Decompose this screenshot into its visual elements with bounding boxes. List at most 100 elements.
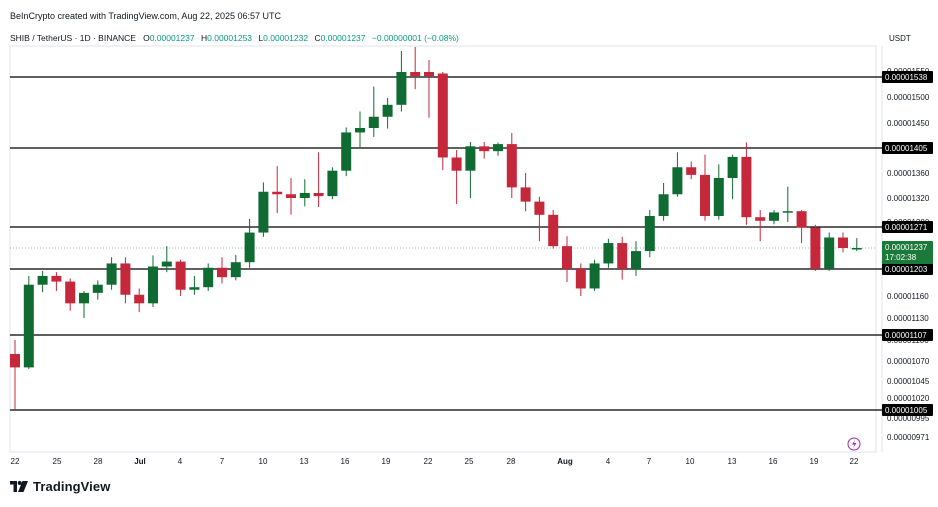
level-tag-label: 0.00001271 [885, 223, 928, 232]
y-tick-label: 0.00001045 [887, 377, 930, 386]
candle-body [782, 211, 793, 213]
currency-label[interactable]: USDT [889, 34, 911, 43]
y-tick-label: 0.00001360 [887, 169, 930, 178]
y-tick-label: 0.00000995 [887, 414, 930, 423]
candle-body [341, 132, 352, 171]
candle-body [23, 284, 34, 368]
x-tick-label: 25 [53, 457, 62, 466]
x-tick-label: 22 [11, 457, 20, 466]
candle-body [258, 191, 269, 233]
candle-body [92, 284, 103, 293]
candle-body [838, 237, 848, 248]
x-tick-label: 19 [382, 457, 391, 466]
candle-body [230, 262, 241, 278]
candle-body [769, 212, 779, 221]
candle-body [65, 281, 76, 304]
lightning-icon [852, 440, 857, 448]
candle-body [700, 174, 710, 216]
x-tick-label: 10 [259, 457, 268, 466]
high-value: 0.00001253 [207, 33, 253, 43]
candle-body [548, 214, 559, 247]
candle-body [755, 217, 766, 221]
candle-body [437, 73, 448, 158]
candle-body [189, 287, 200, 290]
candle-body [368, 116, 379, 128]
x-tick-label: Jul [134, 457, 146, 466]
level-tag [882, 71, 933, 83]
symbol-legend: SHIB / TetherUS · 1D · BINANCE O0.000012… [10, 33, 463, 43]
x-tick-label: 19 [810, 457, 819, 466]
candle-body [575, 269, 586, 289]
candlestick-chart[interactable]: 0.000015500.000015000.000014500.00001400… [0, 0, 938, 470]
x-tick-label: 16 [769, 457, 778, 466]
last-price-label: 0.00001237 [885, 243, 928, 252]
candle-body [644, 216, 655, 252]
x-tick-label: 13 [728, 457, 737, 466]
candle-body [479, 146, 490, 152]
candle-body [824, 237, 835, 269]
candle-body [727, 156, 738, 178]
candle-body [313, 193, 324, 197]
candle-body [810, 227, 821, 269]
level-tag [882, 221, 933, 233]
x-tick-label: 13 [300, 457, 309, 466]
x-tick-label: 22 [850, 457, 859, 466]
countdown-label: 17:02:38 [885, 253, 917, 262]
x-tick-label: 22 [424, 457, 433, 466]
candle-body [589, 263, 600, 289]
plot-frame [9, 45, 877, 453]
candle-body [382, 104, 393, 117]
candle-body [686, 167, 697, 175]
candle-body [286, 194, 296, 198]
level-tag [882, 404, 933, 416]
level-tag [882, 263, 933, 275]
candle-body [672, 167, 683, 195]
candle-body [161, 261, 172, 267]
level-tag-label: 0.00001405 [885, 144, 928, 153]
level-tag-label: 0.00001203 [885, 265, 928, 274]
chart-caption: BeInCrypto created with TradingView.com,… [10, 11, 281, 21]
candle-body [713, 178, 724, 216]
y-tick-label: 0.00001320 [887, 194, 930, 203]
low-label: L [258, 33, 264, 43]
x-tick-label: 28 [94, 457, 103, 466]
candle-body [493, 144, 503, 152]
symbol-name[interactable]: SHIB / TetherUS · 1D · BINANCE [10, 33, 136, 43]
candle-body [658, 194, 669, 216]
x-tick-label: 7 [220, 457, 225, 466]
x-tick-label: Aug [557, 457, 573, 466]
close-label: C [314, 33, 321, 43]
low-value: 0.00001232 [263, 33, 309, 43]
candle-body [272, 191, 283, 195]
candle-body [465, 146, 476, 171]
tradingview-wordmark: TradingView [33, 479, 111, 494]
candle-body [327, 170, 338, 197]
y-tick-label: 0.00001070 [887, 357, 930, 366]
candle-body [355, 128, 365, 133]
candle-body [203, 267, 214, 288]
candle-body [410, 72, 421, 76]
candle-body [120, 263, 131, 295]
x-tick-label: 4 [178, 457, 183, 466]
level-tag [882, 329, 933, 341]
x-tick-label: 7 [647, 457, 652, 466]
candle-body [106, 263, 117, 285]
y-tick-label: 0.00001130 [887, 314, 929, 323]
tradingview-logo[interactable]: TradingView [10, 479, 110, 494]
candle-body [51, 275, 62, 282]
candle-body [175, 261, 186, 290]
candle-body [851, 248, 862, 250]
open-value: 0.00001237 [149, 33, 195, 43]
candle-body [534, 201, 545, 215]
candle-body [10, 354, 20, 368]
candle-body [148, 266, 158, 304]
candle-body [741, 156, 752, 218]
candle-body [603, 243, 614, 264]
candle-body [396, 72, 407, 105]
candle-body [617, 243, 628, 269]
candle-body [562, 246, 572, 269]
candle-body [79, 292, 89, 304]
candle-body [134, 294, 145, 304]
x-tick-label: 4 [606, 457, 611, 466]
candle-body [506, 144, 517, 188]
